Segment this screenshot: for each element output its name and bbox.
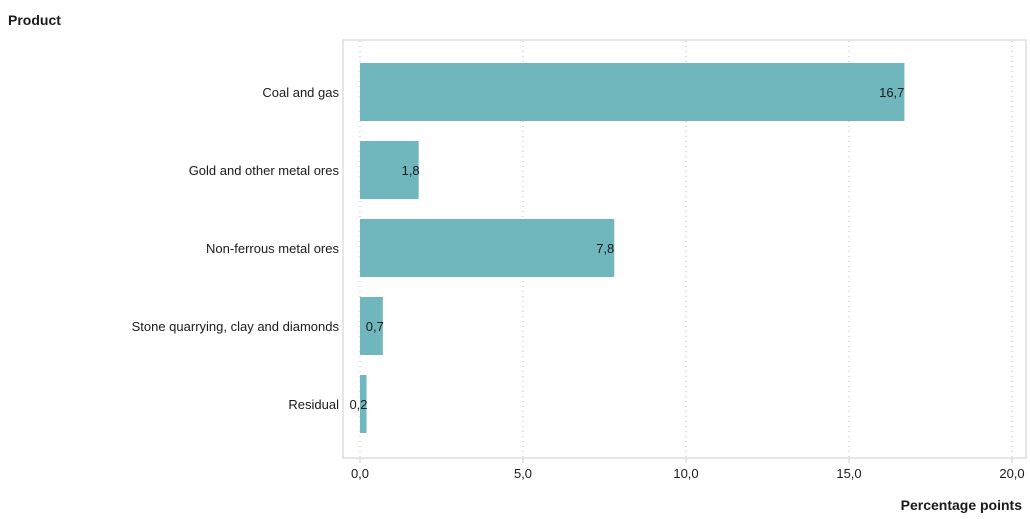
category-label: Non-ferrous metal ores — [206, 241, 339, 256]
data-label: 16,7 — [879, 85, 904, 100]
x-tick-label: 5,0 — [514, 466, 532, 481]
x-axis-ticks: 0,0 5,0 10,0 15,0 20,0 — [351, 458, 1025, 481]
bars — [360, 63, 905, 433]
data-label: 0,2 — [349, 397, 367, 412]
data-label: 0,7 — [366, 319, 384, 334]
plot-area — [342, 39, 1027, 459]
category-label: Coal and gas — [262, 85, 339, 100]
x-tick-label: 20,0 — [999, 466, 1024, 481]
category-label: Residual — [288, 397, 339, 412]
x-axis-title: Percentage points — [901, 497, 1023, 513]
bar — [360, 219, 615, 277]
bar — [360, 141, 419, 199]
data-labels: 16,7 1,8 7,8 0,7 0,2 — [349, 85, 904, 412]
bar — [360, 375, 367, 433]
bar — [360, 297, 383, 355]
x-tick-label: 15,0 — [836, 466, 861, 481]
x-tick-label: 0,0 — [351, 466, 369, 481]
category-label: Stone quarrying, clay and diamonds — [132, 319, 340, 334]
bar — [360, 63, 905, 121]
y-axis-title: Product — [8, 12, 61, 28]
data-label: 7,8 — [596, 241, 614, 256]
x-tick-label: 10,0 — [673, 466, 698, 481]
category-label: Gold and other metal ores — [189, 163, 340, 178]
category-labels: Coal and gas Gold and other metal ores Non… — [132, 85, 340, 412]
data-label: 1,8 — [402, 163, 420, 178]
